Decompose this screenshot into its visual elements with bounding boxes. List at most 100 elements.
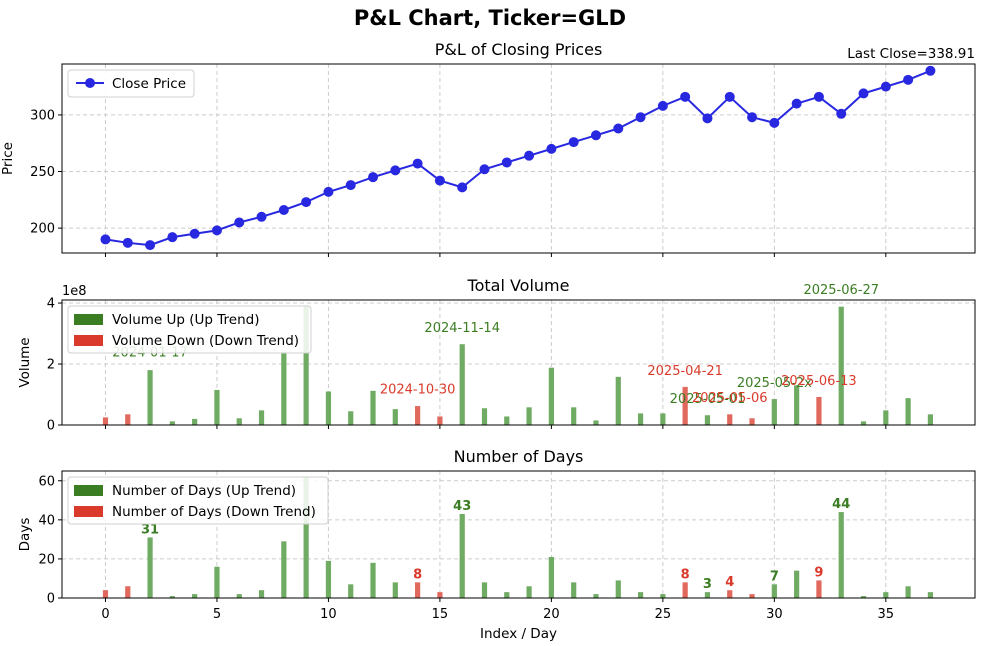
up-bar xyxy=(615,376,621,425)
close-price-point xyxy=(880,81,891,92)
close-price-line xyxy=(105,69,931,247)
close-price-point xyxy=(903,74,914,85)
down-bar xyxy=(749,594,755,598)
close-price-point xyxy=(145,240,156,251)
x-tick-label: 35 xyxy=(878,607,895,622)
bar-annotation: 2025-05-2x xyxy=(737,376,812,391)
down-bar xyxy=(682,582,688,598)
panel-title: Total Volume xyxy=(467,276,570,295)
legend-label: Volume Up (Up Trend) xyxy=(112,312,259,328)
legend-down-swatch xyxy=(74,506,103,517)
y-tick-label: 200 xyxy=(30,222,55,237)
up-bar xyxy=(927,592,934,598)
up-bar xyxy=(905,398,911,425)
down-bar xyxy=(415,582,421,598)
up-bar xyxy=(593,420,599,425)
close-price-point xyxy=(390,165,401,176)
up-bar xyxy=(459,344,465,425)
up-bar xyxy=(258,590,265,598)
axes-frame xyxy=(61,63,976,254)
y-tick-label: 0 xyxy=(47,419,55,434)
up-bar xyxy=(459,513,465,598)
up-bar xyxy=(927,414,934,425)
y-offset-label: 1e8 xyxy=(62,284,87,299)
up-bar xyxy=(637,592,644,598)
close-price-point xyxy=(813,91,824,102)
up-bar xyxy=(838,306,844,425)
x-tick-label: 10 xyxy=(320,607,337,622)
up-bar xyxy=(392,409,398,425)
up-bar xyxy=(794,570,800,598)
panel-3: Number of Days 0 20 40 60 0 5 10 15 20 25 30 35 Days I… xyxy=(17,447,976,642)
bar-annotation: 3 xyxy=(703,577,712,592)
x-tick-label: 20 xyxy=(543,607,560,622)
last-close-note: Last Close=338.91 xyxy=(847,46,975,62)
up-bar xyxy=(325,560,332,598)
close-price-point xyxy=(925,65,936,76)
up-bar xyxy=(504,592,510,598)
legend-up-swatch xyxy=(74,314,103,325)
bar-annotation: 44 xyxy=(832,497,850,512)
close-price-point xyxy=(657,100,668,111)
bar-annotation: 9 xyxy=(814,565,823,580)
up-bar xyxy=(883,592,889,598)
axes-frame xyxy=(61,299,976,426)
y-tick-label: 20 xyxy=(38,552,55,567)
legend-box xyxy=(67,69,195,98)
close-price-point xyxy=(256,211,267,222)
legend-label: Number of Days (Up Trend) xyxy=(112,483,296,499)
close-price-point xyxy=(434,175,445,186)
up-bar xyxy=(236,418,242,425)
close-price-point xyxy=(501,157,512,168)
down-bar xyxy=(437,416,443,425)
up-bar xyxy=(303,476,309,598)
x-tick-label: 15 xyxy=(432,607,449,622)
close-price-point xyxy=(323,186,334,197)
up-bar xyxy=(660,594,666,598)
close-price-point xyxy=(702,113,713,124)
up-bar xyxy=(258,410,265,425)
up-bar xyxy=(615,580,621,598)
y-tick-label: 300 xyxy=(30,108,55,123)
up-bar xyxy=(548,367,554,425)
up-bar xyxy=(637,413,644,425)
up-bar xyxy=(147,537,153,598)
up-bar xyxy=(526,586,532,598)
close-price-point xyxy=(457,182,468,193)
y-tick-label: 250 xyxy=(30,165,55,180)
bar-annotation: 43 xyxy=(453,499,471,514)
panel-1: P&L of Closing Prices Last Close=338.91 20… xyxy=(0,40,976,257)
up-bar xyxy=(571,582,577,598)
close-price-point xyxy=(301,197,312,208)
up-bar xyxy=(771,399,777,425)
close-price-point xyxy=(546,143,557,154)
legend-label: Volume Down (Down Trend) xyxy=(112,333,299,349)
up-bar xyxy=(571,407,577,425)
down-bar xyxy=(727,590,733,598)
up-bar xyxy=(192,418,198,425)
bar-annotation: 8 xyxy=(681,567,690,582)
y-tick-label: 4 xyxy=(47,297,55,312)
y-tick-label: 40 xyxy=(38,513,55,528)
close-price-point xyxy=(724,91,735,102)
bar-annotation: 2025-06-13 xyxy=(781,374,857,389)
up-bar xyxy=(838,512,844,598)
up-bar xyxy=(214,566,220,598)
close-price-point xyxy=(234,217,245,228)
down-bar xyxy=(682,386,688,425)
bar-annotation: 2024-10-30 xyxy=(380,383,456,398)
up-bar xyxy=(548,556,554,598)
panel-title: P&L of Closing Prices xyxy=(435,40,603,59)
down-bar xyxy=(727,414,733,425)
up-bar xyxy=(370,562,376,598)
up-bar xyxy=(370,390,376,425)
close-price-point xyxy=(211,225,222,236)
up-bar xyxy=(883,410,889,425)
up-bar xyxy=(504,416,510,425)
legend-down-swatch xyxy=(74,335,103,346)
close-price-point xyxy=(100,234,111,245)
legend-label: Number of Days (Down Trend) xyxy=(112,504,316,520)
up-bar xyxy=(303,306,309,425)
down-bar xyxy=(437,592,443,598)
up-bar xyxy=(593,594,599,598)
